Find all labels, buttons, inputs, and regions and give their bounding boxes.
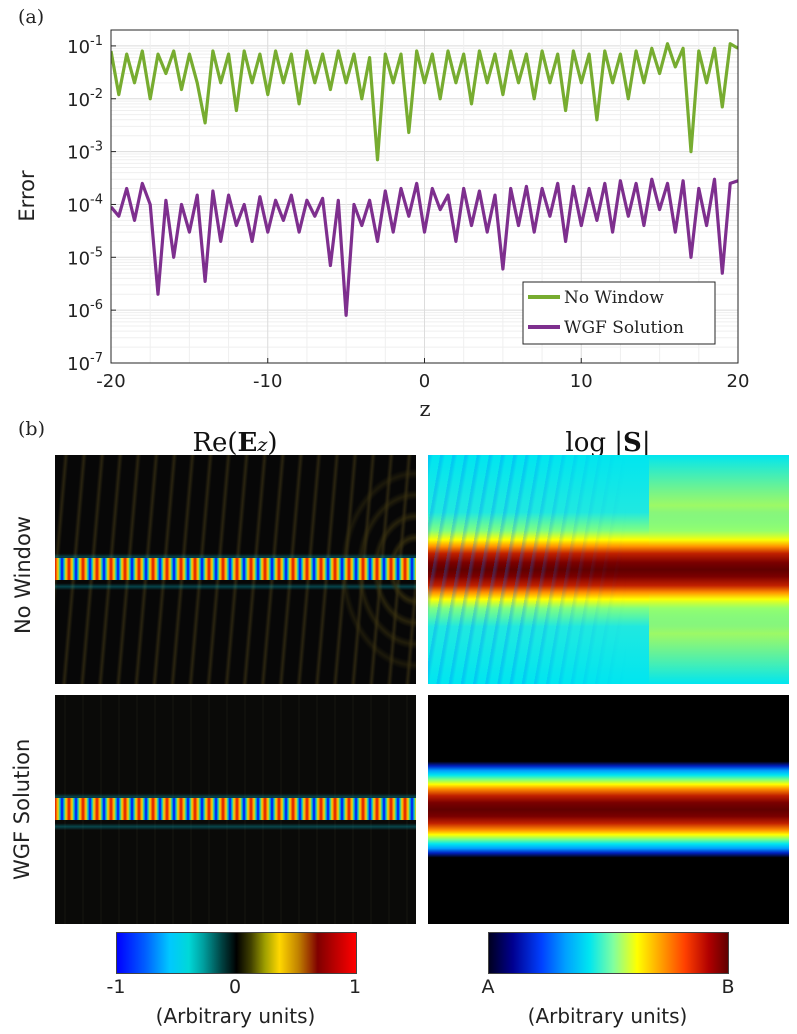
x-axis-ticks: -20 -10 0 10 20 bbox=[96, 358, 749, 392]
y-tick-label: 10-4 bbox=[67, 192, 103, 216]
row-label-wgf-solution: WGF Solution bbox=[10, 738, 34, 880]
colorbar-left-unit: (Arbitrary units) bbox=[155, 1004, 316, 1028]
colorbar-log-s bbox=[488, 932, 729, 974]
x-tick-label: 10 bbox=[570, 371, 593, 392]
heatmap-re-ez-no-window bbox=[55, 455, 416, 684]
error-line-chart: -20 -10 0 10 20 10-1 10-2 10-3 10-4 10-5 10-6 10-7… bbox=[15, 29, 749, 420]
x-tick-label: -10 bbox=[253, 371, 282, 392]
series-line-wgf-solution bbox=[111, 177, 738, 317]
x-tick-label: 0 bbox=[419, 371, 430, 392]
heatmap-log-s-no-window bbox=[428, 455, 789, 684]
col-title-log-s: log |S| bbox=[565, 428, 651, 458]
colorbar-right-unit: (Arbitrary units) bbox=[527, 1004, 688, 1028]
series-layer bbox=[111, 42, 738, 317]
y-tick-label: 10-6 bbox=[67, 298, 103, 322]
colorbar-right-tick-b: B bbox=[721, 976, 735, 998]
heatmap-log-s-wgf bbox=[428, 695, 789, 924]
waveguide-mode-band bbox=[55, 558, 416, 580]
legend-box bbox=[522, 281, 716, 345]
y-axis-label: Error bbox=[15, 170, 39, 222]
colorbar-left-tick-max: 1 bbox=[348, 976, 362, 998]
y-tick-label: 10-2 bbox=[67, 87, 103, 111]
x-tick-label: -20 bbox=[96, 371, 125, 392]
waveguide-mode-band bbox=[55, 798, 416, 820]
legend-label-wgf-solution: WGF Solution bbox=[564, 318, 684, 338]
heatmap-re-ez-wgf bbox=[55, 695, 416, 924]
colorbar-right-tick-a: A bbox=[481, 976, 495, 998]
y-tick-label: 10-7 bbox=[67, 351, 103, 375]
y-tick-label: 10-3 bbox=[67, 140, 103, 164]
legend: No Window WGF Solution bbox=[522, 281, 716, 345]
y-tick-label: 10-1 bbox=[67, 34, 103, 58]
right-edge-glow bbox=[649, 455, 789, 684]
y-tick-label: 10-5 bbox=[67, 245, 103, 269]
series-line-no-window bbox=[111, 42, 738, 162]
legend-label-no-window: No Window bbox=[564, 288, 664, 308]
x-axis-label: z bbox=[419, 397, 430, 420]
panel-a-label: (a) bbox=[18, 6, 45, 28]
colorbar-left-tick-min: -1 bbox=[106, 976, 126, 998]
col-title-re-ez: Re(Ez) bbox=[192, 428, 278, 458]
colorbar-re-ez bbox=[116, 932, 357, 974]
x-tick-label: 20 bbox=[727, 371, 750, 392]
colorbar-left-tick-zero: 0 bbox=[228, 976, 242, 998]
row-label-no-window: No Window bbox=[11, 515, 35, 635]
panel-b-label: (b) bbox=[18, 418, 45, 440]
y-axis-ticks: 10-1 10-2 10-3 10-4 10-5 10-6 10-7 bbox=[67, 34, 116, 375]
